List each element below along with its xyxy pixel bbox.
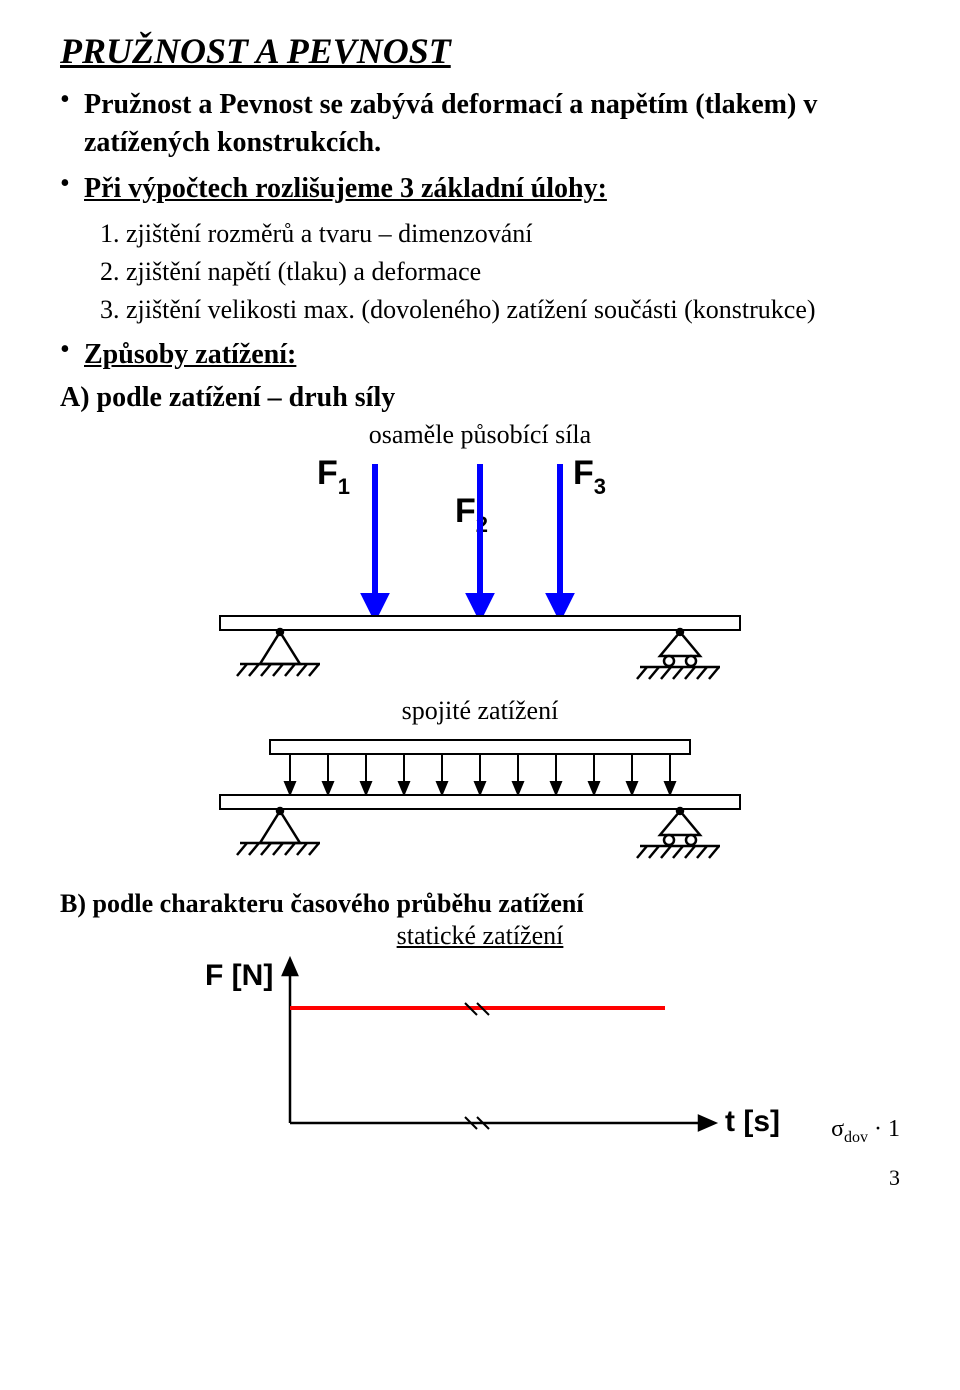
y-axis-label: F [N] [205,959,273,992]
label-f3: F [573,454,594,492]
beam [220,616,740,630]
bullet-1: Pružnost a Pevnost se zabývá deformací a… [60,86,900,162]
bullet-1-text: Pružnost a Pevnost se zabývá deformací a… [84,86,900,162]
bullet-3-text: Způsoby zatížení: [84,336,900,374]
list-item-2: 2. zjištění napětí (tlaku) a deformace [100,253,900,291]
distributed-arrows [285,754,675,794]
section-a-heading: A) podle zatížení – druh síly [60,382,900,414]
caption-3: statické zatížení [60,921,900,951]
section-b-heading: B) podle charakteru časového průběhu zat… [60,889,900,919]
x-axis-label: t [s] [725,1105,780,1138]
support-right [637,629,720,679]
sigma-expression: σdov · 1 [831,1116,900,1147]
support-left [237,629,320,676]
svg-text:F2: F2 [455,492,488,537]
page-number: 3 [60,1165,900,1191]
list-item-1: 1. zjištění rozměrů a tvaru – dimenzován… [100,215,900,253]
figure-point-forces: F1 F2 F3 [60,454,900,684]
svg-text:F1: F1 [317,454,350,499]
label-f3-sub: 3 [594,474,606,499]
figure-static-load: F [N] t [s] [60,953,900,1138]
load-bar [270,740,690,754]
beam-2 [220,795,740,809]
svg-text:F3: F3 [573,454,606,499]
caption-1: osaměle působící síla [60,420,900,450]
label-f2: F [455,492,476,530]
support-right-2 [637,808,720,858]
force-arrows [365,464,570,616]
bullet-2: Při výpočtech rozlišujeme 3 základní úlo… [60,170,900,208]
label-f1: F [317,454,338,492]
bullet-2-text: Při výpočtech rozlišujeme 3 základní úlo… [84,170,900,208]
figure-distributed-load [60,730,900,875]
page-title: PRUŽNOST A PEVNOST [60,30,900,72]
bullet-3: Způsoby zatížení: [60,336,900,374]
caption-2: spojité zatížení [60,696,900,726]
numbered-list: 1. zjištění rozměrů a tvaru – dimenzován… [60,215,900,328]
support-left-2 [237,808,320,855]
list-item-3: 3. zjištění velikosti max. (dovoleného) … [100,291,900,329]
label-f1-sub: 1 [338,474,350,499]
